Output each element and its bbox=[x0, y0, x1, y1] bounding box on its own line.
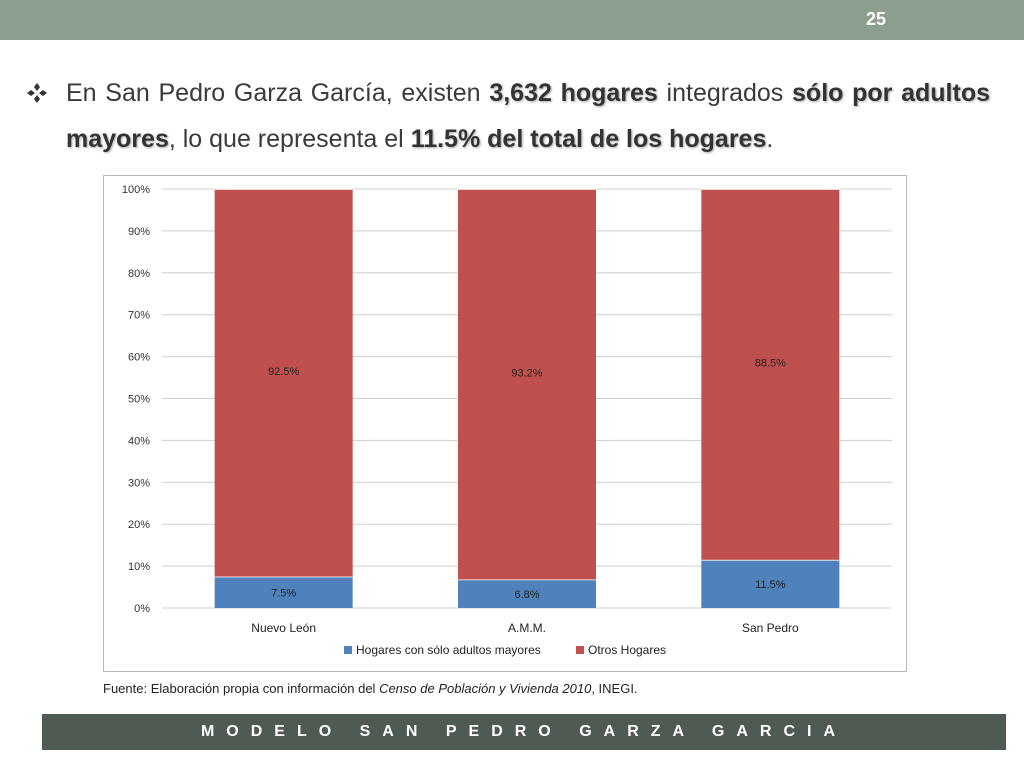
bar-segment bbox=[701, 559, 840, 608]
source-note: Fuente: Elaboración propia con informaci… bbox=[103, 681, 638, 696]
y-tick-label: 70% bbox=[128, 310, 150, 322]
data-label: 88.5% bbox=[755, 357, 786, 369]
y-tick-label: 10% bbox=[128, 561, 150, 573]
y-tick-label: 90% bbox=[128, 226, 150, 238]
data-label: 93.2% bbox=[511, 367, 542, 379]
source-suffix: , INEGI. bbox=[591, 681, 638, 696]
bullet-highlight-households: 3,632 hogares bbox=[489, 79, 658, 107]
bullet-text-1: En San Pedro Garza García, existen bbox=[66, 79, 490, 107]
y-tick-label: 80% bbox=[128, 268, 150, 280]
chart-svg: 0% 10% 20% 30% 40% 50% 60% 70% 80% 90% 100% 7.5% 92.… bbox=[122, 184, 892, 657]
y-tick-label: 0% bbox=[134, 603, 150, 615]
y-tick-label: 40% bbox=[128, 435, 150, 447]
legend-label: Otros Hogares bbox=[588, 643, 666, 657]
data-label: 92.5% bbox=[268, 366, 299, 378]
bullet-highlight-elderly: sólo por adultos mayores bbox=[66, 79, 990, 153]
category-label: San Pedro bbox=[742, 621, 799, 635]
bullet-text-3: , lo que representa el bbox=[168, 125, 411, 153]
stacked-bar-chart: 0% 10% 20% 30% 40% 50% 60% 70% 80% 90% 100% 7.5% 92.… bbox=[103, 175, 907, 672]
y-tick-label: 30% bbox=[128, 477, 150, 489]
data-label: 11.5% bbox=[755, 579, 786, 591]
category-label: Nuevo León bbox=[251, 621, 316, 635]
source-italic: Censo de Población y Vivienda 2010 bbox=[379, 681, 592, 696]
data-label: 7.5% bbox=[271, 587, 296, 599]
diamond-bullet-icon bbox=[27, 83, 47, 103]
bullet-text-2: integrados bbox=[657, 79, 793, 107]
y-tick-label: 60% bbox=[128, 352, 150, 364]
footer-title: MODELO SAN PEDRO GARZA GARCIA bbox=[200, 723, 848, 740]
y-tick-label: 100% bbox=[122, 184, 150, 196]
bullet-text-4: . bbox=[766, 125, 774, 153]
legend-swatch bbox=[576, 646, 584, 654]
y-tick-label: 20% bbox=[128, 519, 150, 531]
data-label: 6.8% bbox=[514, 589, 539, 601]
bar-segment bbox=[214, 576, 353, 608]
bullet-paragraph: En San Pedro Garza García, existen 3,632… bbox=[66, 70, 990, 162]
top-bar: 25 bbox=[0, 0, 1024, 40]
y-tick-label: 50% bbox=[128, 394, 150, 406]
footer-bar: MODELO SAN PEDRO GARZA GARCIA bbox=[42, 714, 1006, 750]
category-label: A.M.M. bbox=[508, 621, 546, 635]
page-number: 25 bbox=[865, 9, 886, 29]
legend-swatch bbox=[344, 646, 352, 654]
bar-segment bbox=[214, 189, 353, 577]
source-prefix: Fuente: Elaboración propia con informaci… bbox=[103, 681, 380, 696]
bar-segment bbox=[458, 579, 596, 608]
bar-segment bbox=[701, 189, 840, 560]
bar-segment bbox=[458, 189, 596, 580]
bullet-highlight-percent: 11.5% del total de los hogares bbox=[410, 125, 767, 153]
legend-label: Hogares con sólo adultos mayores bbox=[356, 643, 541, 657]
